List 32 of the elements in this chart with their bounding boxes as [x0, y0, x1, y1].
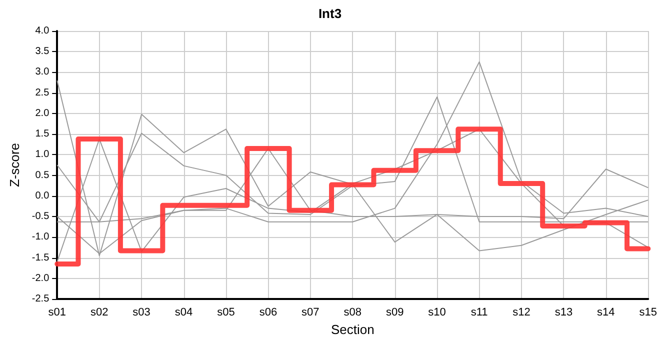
- x-axis-title: Section: [330, 322, 374, 337]
- x-tick-label: s03: [132, 306, 150, 318]
- y-tick-label: 4.0: [35, 26, 50, 36]
- x-tick-label: s06: [259, 306, 278, 318]
- x-tick-label: s11: [470, 306, 488, 318]
- x-tick-label: s13: [554, 306, 573, 318]
- y-tick-label: 3.5: [35, 46, 50, 58]
- x-tick-label: s05: [217, 306, 235, 318]
- y-tick-label: -1.5: [32, 252, 50, 264]
- x-tick-label: s04: [174, 306, 193, 318]
- x-tick-label: s08: [344, 306, 362, 318]
- chart-title: Int3: [318, 6, 342, 21]
- y-axis-title: Z-score: [7, 142, 22, 188]
- x-tick-label: s15: [639, 306, 658, 318]
- y-tick-label: 1.0: [35, 149, 50, 160]
- y-tick-label: 3.0: [35, 66, 50, 78]
- x-tick-label: s14: [597, 306, 615, 318]
- x-tick-label: s09: [386, 306, 404, 318]
- y-tick-label: 2.0: [35, 108, 50, 119]
- x-tick-label: s01: [48, 306, 66, 318]
- y-tick-label: 2.5: [35, 87, 50, 98]
- y-tick-label: -2.0: [32, 272, 50, 284]
- y-tick-label: -0.5: [32, 211, 50, 222]
- y-tick-label: -1.0: [32, 232, 50, 243]
- x-tick-label: s12: [512, 306, 530, 318]
- x-tick-label: s10: [428, 306, 446, 318]
- y-tick-label: -2.5: [32, 294, 50, 304]
- x-tick-label: s02: [90, 306, 108, 318]
- x-tick-label: s07: [302, 306, 320, 318]
- y-tick-label: 1.5: [35, 128, 50, 140]
- y-tick-label: 0.5: [35, 170, 50, 181]
- y-tick-label: 0.0: [35, 190, 50, 202]
